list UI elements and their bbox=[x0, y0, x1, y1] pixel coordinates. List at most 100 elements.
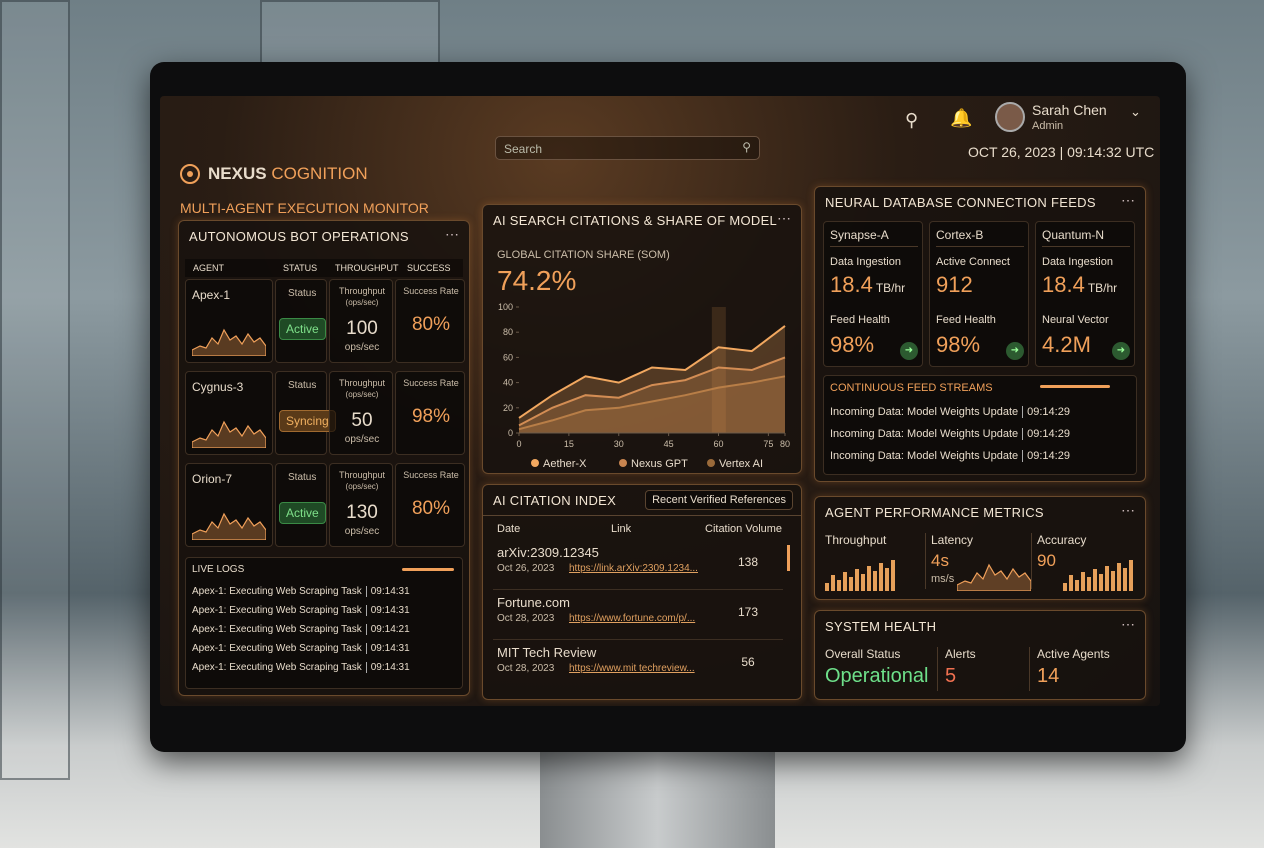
card-name: Cortex-B bbox=[936, 228, 1024, 247]
panel-title: AI CITATION INDEX bbox=[493, 493, 617, 508]
metric-value: 98% bbox=[936, 332, 981, 357]
area bbox=[519, 357, 785, 433]
bots-panel: AUTONOMOUS BOT OPERATIONS ⋯ AGENT STATUS TH… bbox=[178, 220, 470, 696]
panel-menu[interactable]: ⋯ bbox=[1121, 192, 1135, 208]
throughput-unit: ops/sec bbox=[344, 342, 380, 353]
dashboard: NEXUS COGNITION Search ⚲ ⚲ 🔔 Sarah Chen A… bbox=[160, 96, 1160, 706]
volume: 173 bbox=[737, 605, 759, 619]
link[interactable]: https://link.arXiv:2309.1234... bbox=[569, 563, 698, 574]
log-text: Apex-1: Executing Web Scraping Task bbox=[192, 586, 362, 597]
window-frame bbox=[0, 0, 70, 780]
area bbox=[519, 376, 785, 433]
throughput-sub: (ops/sec) bbox=[345, 298, 379, 307]
success-cell: Success Rate 98% bbox=[395, 371, 465, 455]
metric-label: Data Ingestion bbox=[1042, 256, 1113, 268]
search-box[interactable]: Search ⚲ bbox=[495, 136, 760, 160]
log-entry: Apex-1: Executing Web Scraping Task 09:14… bbox=[192, 605, 410, 616]
legend-label: Nexus GPT bbox=[631, 458, 688, 470]
divider bbox=[1031, 533, 1032, 589]
metric-unit: TB/hr bbox=[1087, 281, 1118, 295]
brand: NEXUS COGNITION bbox=[208, 164, 368, 184]
metric-label: Feed Health bbox=[830, 314, 890, 326]
search-icon[interactable]: ⚲ bbox=[905, 110, 919, 130]
date: Oct 26, 2023 bbox=[497, 563, 555, 574]
throughput-label: Throughput bbox=[338, 378, 386, 388]
stream-entry: Incoming Data: Model Weights Update 09:14… bbox=[830, 450, 1070, 462]
throughput-value: 100 bbox=[346, 318, 378, 339]
date: Oct 28, 2023 bbox=[497, 613, 555, 624]
divider bbox=[937, 647, 938, 691]
log-text: Apex-1: Executing Web Scraping Task bbox=[192, 643, 362, 654]
agent-name: Cygnus-3 bbox=[192, 380, 244, 394]
sparkline bbox=[957, 563, 1031, 591]
metric-value: 90 bbox=[1037, 551, 1056, 570]
area bbox=[519, 325, 785, 433]
column-header: Citation Volume bbox=[705, 523, 783, 535]
column-header: Date bbox=[497, 523, 521, 535]
status-cell: Status Active bbox=[275, 279, 327, 363]
line bbox=[518, 325, 786, 419]
time: 09:14:32 UTC bbox=[1067, 144, 1155, 160]
user-menu-caret[interactable]: ⌄ bbox=[1130, 104, 1141, 119]
throughput-unit: ops/sec bbox=[344, 434, 380, 445]
metric-value: 4.2M bbox=[1042, 332, 1091, 357]
throughput-sub: (ops/sec) bbox=[345, 482, 379, 491]
log-time: 09:14:31 bbox=[365, 605, 410, 616]
panel-menu[interactable]: ⋯ bbox=[777, 210, 791, 226]
success-label: Success Rate bbox=[403, 378, 459, 388]
log-time: 09:14:21 bbox=[365, 624, 410, 635]
area-chart: 0 20 40 60 80 100 0 15 30 45 60 75 80 Aether-X Nexus G… bbox=[498, 302, 790, 470]
legend-label: Aether-X bbox=[543, 458, 587, 470]
feed-card: Synapse-A Data Ingestion 18.4 TB/hr Feed Hea… bbox=[823, 221, 923, 367]
panel-menu[interactable]: ⋯ bbox=[1121, 502, 1135, 518]
card-name: Synapse-A bbox=[830, 228, 918, 247]
panel-title: AUTONOMOUS BOT OPERATIONS bbox=[189, 229, 409, 244]
legend-swatch bbox=[707, 459, 715, 467]
status-label: Status bbox=[288, 288, 317, 299]
logs-title: LIVE LOGS bbox=[192, 564, 245, 575]
metric-label: Data Ingestion bbox=[830, 256, 901, 268]
metric-unit: ms/s bbox=[931, 573, 955, 585]
log-time: 09:14:31 bbox=[365, 643, 410, 654]
throughput-cell: Throughput (ops/sec) 50 ops/sec bbox=[329, 371, 393, 455]
avatar[interactable] bbox=[995, 102, 1025, 132]
log-entry: Apex-1: Executing Web Scraping Task 09:14… bbox=[192, 643, 410, 654]
link[interactable]: https://www.fortune.com/p/... bbox=[569, 613, 696, 624]
stream-time: 09:14:29 bbox=[1022, 428, 1070, 440]
health-value: Operational bbox=[825, 665, 929, 687]
x-tick-label: 80 bbox=[780, 439, 790, 449]
column-header: SUCCESS bbox=[407, 263, 451, 273]
agent-cell: Cygnus-3 bbox=[185, 371, 273, 455]
status-label: Status bbox=[288, 380, 317, 391]
metric-label: Neural Vector bbox=[1042, 314, 1109, 326]
badge: Recent Verified References bbox=[645, 490, 793, 510]
metric-value: 4s bbox=[931, 551, 949, 570]
status-pill: Active bbox=[279, 318, 326, 340]
feed-streams: CONTINUOUS FEED STREAMS Incoming Data: Mo… bbox=[823, 375, 1137, 475]
link[interactable]: https://www.mit techreview... bbox=[569, 663, 695, 674]
y-tick-label: 20 bbox=[503, 403, 513, 413]
panel-menu[interactable]: ⋯ bbox=[1121, 616, 1135, 632]
sparkbars bbox=[1063, 560, 1133, 591]
user-name[interactable]: Sarah Chen bbox=[1032, 102, 1107, 118]
search-placeholder: Search bbox=[504, 142, 543, 156]
status-cell: Status Syncing bbox=[275, 371, 336, 455]
y-tick-label: 60 bbox=[503, 352, 513, 362]
user-role: Admin bbox=[1032, 120, 1064, 132]
column-header: STATUS bbox=[283, 263, 318, 273]
performance-panel: AGENT PERFORMANCE METRICS ⋯ Throughput Lat… bbox=[814, 496, 1146, 600]
metric-label: Feed Health bbox=[936, 314, 996, 326]
agent-cell: Orion-7 bbox=[185, 463, 273, 547]
log-time: 09:14:31 bbox=[365, 662, 410, 673]
throughput-label: Throughput bbox=[338, 470, 386, 480]
scrollbar bbox=[787, 545, 790, 571]
status-cell: Status Active bbox=[275, 463, 327, 547]
panel-title: AI SEARCH CITATIONS & SHARE OF MODEL bbox=[493, 213, 778, 228]
panel-menu[interactable]: ⋯ bbox=[445, 226, 459, 242]
y-tick-label: 40 bbox=[503, 378, 513, 388]
divider bbox=[1029, 647, 1030, 691]
notification-bell[interactable]: 🔔 bbox=[950, 108, 973, 128]
success-label: Success Rate bbox=[403, 470, 459, 480]
stream-text: Incoming Data: Model Weights Update bbox=[830, 406, 1019, 418]
brand-logo bbox=[180, 164, 200, 184]
